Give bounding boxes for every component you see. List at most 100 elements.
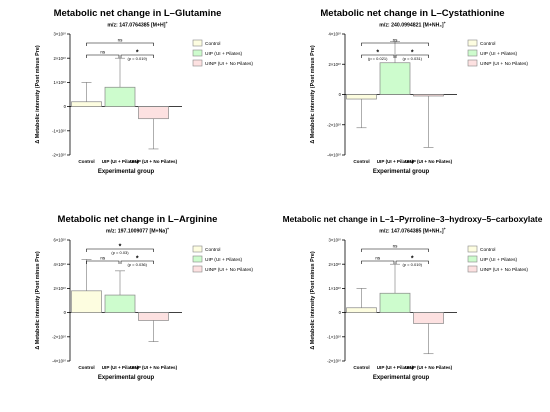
x-axis-label: Experimental group xyxy=(373,375,430,381)
p-value-label: (p = 0.031) xyxy=(403,56,423,61)
chart-panel-cystathionine: Metabolic net change in L–Cystathionine … xyxy=(275,0,550,206)
legend-label: UINP (UI + No Pilates) xyxy=(205,61,253,67)
y-tick-label: 3×10¹⁰ xyxy=(53,32,66,37)
chart-plot: -2×10¹⁰ -1×10¹⁰ 0 1×10¹⁰ 2×10¹⁰ 3×10¹⁰ Δ Metab… xyxy=(35,32,253,175)
significance-label: ns xyxy=(100,50,106,55)
chart-plot: -2×10¹⁰ -1×10¹⁰ 0 1×10¹⁰ 2×10¹⁰ 3×10¹⁰ Δ Metab… xyxy=(310,238,528,381)
x-tick-label: Control xyxy=(78,365,94,370)
chart-subtitle-charge: + xyxy=(443,21,446,25)
legend-swatch xyxy=(467,265,478,273)
x-tick-label: UIP (UI + Pilates) xyxy=(102,365,139,370)
y-tick-label: -1×10¹⁰ xyxy=(327,334,341,339)
chart-panel-glutamine: Metabolic net change in L–Glutamine m/z:… xyxy=(0,0,275,206)
legend-swatch xyxy=(467,245,478,253)
legend-label: Control xyxy=(480,247,495,253)
legend-label: Control xyxy=(480,41,495,47)
legend-label: UIP (UI + Pilates) xyxy=(205,257,243,263)
bar-2 xyxy=(413,94,444,97)
chart-panel-arginine: Metabolic net change in L–Arginine m/z: … xyxy=(0,206,275,412)
bar-2 xyxy=(138,312,169,321)
y-tick-label: -1×10¹⁰ xyxy=(52,128,66,133)
y-tick-label: 1×10¹⁰ xyxy=(328,286,341,291)
bar-0 xyxy=(346,307,377,313)
chart-subtitle-charge: + xyxy=(165,21,168,25)
chart-panel-pyrroline-carboxylate: Metabolic net change in L–1–Pyrroline–3–… xyxy=(275,206,550,412)
chart-title: Metabolic net change in L–Arginine xyxy=(57,214,218,225)
chart-subtitle-text: m/z: 240.0994821 [M+NH₄] xyxy=(379,22,444,29)
legend-label: Control xyxy=(205,41,220,47)
chart-title: Metabolic net change in L–Cystathionine xyxy=(320,8,505,19)
chart-subtitle: m/z: 147.0764385 [M+H]+ xyxy=(0,21,275,29)
chart-subtitle-charge: + xyxy=(443,227,446,231)
x-tick-label: Control xyxy=(78,159,94,164)
y-tick-label: 4×10¹⁰ xyxy=(328,32,341,37)
x-tick-label: UINP (UI + No Pilates) xyxy=(130,159,178,164)
significance-label: ns xyxy=(393,244,399,249)
chart-subtitle-text: m/z: 147.0764385 [M+NH₄] xyxy=(379,228,444,235)
legend-label: UIP (UI + Pilates) xyxy=(480,257,518,263)
significance-label: ns xyxy=(375,256,381,261)
significance-label: ns xyxy=(100,256,106,261)
chart-title: Metabolic net change in L–1–Pyrroline–3–… xyxy=(282,214,543,224)
legend-swatch xyxy=(467,49,478,57)
chart-subtitle-text: m/z: 197.1009077 [M+Na] xyxy=(105,228,167,235)
y-tick-label: 3×10¹⁰ xyxy=(328,238,341,243)
significance-bracket xyxy=(395,54,429,58)
legend-swatch xyxy=(467,59,478,67)
p-value-label: (p = 0.036) xyxy=(128,262,148,267)
p-value-label: (p = 0.03) xyxy=(111,250,129,255)
x-tick-label: UIP (UI + Pilates) xyxy=(102,159,139,164)
legend-label: Control xyxy=(205,247,220,253)
x-axis-label: Experimental group xyxy=(373,169,430,175)
chart-plot: -4×10¹⁰ -2×10¹⁰ 0 2×10¹⁰ 4×10¹⁰ Δ Metabolic i… xyxy=(310,32,528,175)
y-tick-label: -2×10¹⁰ xyxy=(52,153,66,158)
legend-swatch xyxy=(192,245,203,253)
significance-label: ns xyxy=(118,38,124,43)
legend-swatch xyxy=(467,39,478,47)
significance-label: * xyxy=(411,50,414,57)
y-tick-label: 0 xyxy=(64,104,67,109)
legend-swatch xyxy=(467,255,478,263)
significance-bracket xyxy=(120,260,154,264)
chart-plot: -4×10¹⁰ -2×10¹⁰ 0 2×10¹⁰ 4×10¹⁰ 6×10¹⁰ Δ Metab… xyxy=(35,238,253,381)
chart-subtitle: m/z: 147.0764385 [M+NH₄]+ xyxy=(275,227,550,235)
x-tick-label: Control xyxy=(353,365,369,370)
bar-2 xyxy=(138,106,169,120)
y-tick-label: -4×10¹⁰ xyxy=(327,153,341,158)
significance-bracket xyxy=(361,54,395,58)
y-tick-label: -2×10¹⁰ xyxy=(327,359,341,364)
significance-bracket xyxy=(361,260,395,264)
legend-label: UINP (UI + No Pilates) xyxy=(480,61,528,67)
legend-label: UINP (UI + No Pilates) xyxy=(205,267,253,273)
y-tick-label: 2×10¹⁰ xyxy=(328,62,341,67)
p-value-label: (p = 0.019) xyxy=(403,262,423,267)
legend-label: UINP (UI + No Pilates) xyxy=(480,267,528,273)
significance-label: ns xyxy=(393,38,399,43)
y-tick-label: 2×10¹⁰ xyxy=(53,286,66,291)
legend-label: UIP (UI + Pilates) xyxy=(205,51,243,57)
bar-1 xyxy=(379,62,411,95)
significance-bracket xyxy=(86,248,154,252)
y-tick-label: -2×10¹⁰ xyxy=(327,122,341,127)
bar-1 xyxy=(104,294,136,313)
legend-swatch xyxy=(192,265,203,273)
bar-1 xyxy=(379,292,411,313)
significance-bracket xyxy=(361,42,429,46)
x-tick-label: UIP (UI + Pilates) xyxy=(377,365,414,370)
x-tick-label: UINP (UI + No Pilates) xyxy=(405,159,453,164)
significance-label: * xyxy=(376,50,379,57)
y-tick-label: 1×10¹⁰ xyxy=(53,80,66,85)
x-tick-label: UINP (UI + No Pilates) xyxy=(130,365,178,370)
y-tick-label: 6×10¹⁰ xyxy=(53,238,66,243)
x-tick-label: UINP (UI + No Pilates) xyxy=(405,365,453,370)
p-value-label: (p = 0.019) xyxy=(128,56,148,61)
y-tick-label: 0 xyxy=(339,92,342,97)
x-tick-label: UIP (UI + Pilates) xyxy=(377,159,414,164)
x-axis-label: Experimental group xyxy=(98,169,155,175)
significance-label: * xyxy=(136,50,139,57)
bar-0 xyxy=(346,94,377,100)
y-tick-label: 2×10¹⁰ xyxy=(53,56,66,61)
significance-bracket xyxy=(395,260,429,264)
legend-swatch xyxy=(192,39,203,47)
significance-label: * xyxy=(136,256,139,263)
